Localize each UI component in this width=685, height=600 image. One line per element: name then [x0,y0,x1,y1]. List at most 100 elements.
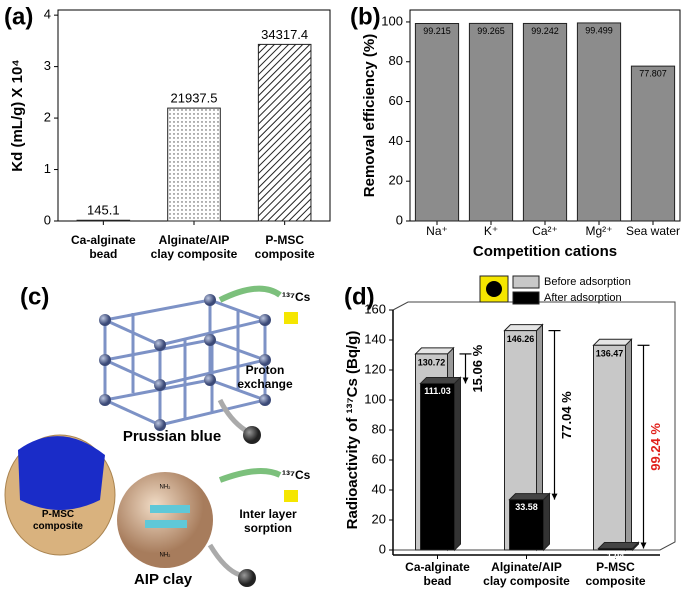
y-tick-label: 160 [364,301,386,316]
panel-label: (a) [4,3,33,30]
bar [76,219,131,222]
legend-label: Before adsorption [544,276,631,288]
bar-side [543,492,550,552]
bar-top [414,347,455,355]
arrow [217,398,247,433]
bar [414,23,460,222]
bar [468,22,514,222]
y-tick-label: 0 [44,212,51,227]
bar [630,65,676,222]
y-tick-label: 0 [396,212,403,227]
value-label: 136.47 [596,349,624,359]
material-label: AIP clay [134,571,193,588]
y-tick-label: 100 [364,391,386,406]
arrow [218,468,282,483]
material-label: Prussian blue [123,428,221,445]
y-axis-label: Removal efficiency (%) [361,34,378,197]
bar [257,43,312,222]
clay-layers [145,505,190,528]
panel-label: (d) [344,283,375,310]
mechanism-label: Inter layer sorption [239,507,297,535]
value-label: 111.03 [424,386,451,396]
arrow-head [462,377,469,384]
x-tick-label: Mg²⁺ [586,224,613,238]
y-tick-label: 120 [364,361,386,376]
x-axis-label: Competition cations [473,243,617,260]
y-tick-label: 20 [372,511,386,526]
reduction-label: 99.24 % [648,423,663,471]
y-tick-label: 80 [389,53,403,68]
value-label: 146.26 [507,334,535,344]
x-tick-label: Na⁺ [426,224,448,238]
x-tick-label: Ca-alginate bead [71,233,136,261]
lattice-nodes [99,294,271,431]
bar [593,344,626,551]
bar-top [503,324,544,332]
value-label: 145.1 [87,203,120,218]
radiation-icon [284,312,298,324]
cs-ion [243,426,261,444]
x-tick-label: P-MSC composite [255,233,315,261]
bar [167,107,221,222]
value-label: 99.242 [531,26,559,36]
legend-swatch [512,275,540,289]
x-tick-label: P-MSC composite [585,560,645,588]
x-tick-label: Sea water [626,224,680,238]
bar-top [419,376,462,384]
radiation-symbol [486,281,502,297]
x-tick-label: Ca-alginate bead [405,560,470,588]
value-label: 34317.4 [261,27,308,42]
value-label: 99.265 [477,26,505,36]
bead-core [18,436,105,510]
bar-top [597,541,640,549]
x-tick-label: K⁺ [484,224,498,238]
y-tick-label: 140 [364,331,386,346]
legend-swatch [512,291,540,305]
value-label: 130.72 [418,357,446,367]
bar-top [592,338,633,346]
reduction-label: 77.04 % [559,391,574,439]
y-tick-label: 80 [372,421,386,436]
x-tick-label: Ca²⁺ [532,224,558,238]
arrow-head [640,542,647,549]
y-tick-label: 60 [389,93,403,108]
value-label: 21937.5 [171,91,218,106]
reduction-label: 15.06 % [470,344,485,392]
bar [598,547,633,551]
arrow [207,543,241,578]
bar [509,499,544,551]
y-tick-label: 20 [389,173,403,188]
value-label: 1.04 [607,551,625,561]
value-label: 33.58 [515,502,538,512]
y-tick-label: 100 [381,13,403,28]
nh2-label: NH₂ [160,485,172,491]
bar [576,22,622,222]
cs-label: ¹³⁷Cs [282,468,311,482]
value-label: 99.215 [423,26,451,36]
panel-label: (b) [350,3,381,30]
illustration: (c) ¹³⁷Cs ¹³⁷Cs Proton exchange Prussian … [4,283,311,588]
bar-top [508,493,551,501]
value-label: 77.807 [639,68,667,78]
y-tick-label: 1 [44,161,51,176]
nh2-label: NH₂ [160,553,172,559]
y-tick-label: 40 [372,481,386,496]
y-tick-label: 2 [44,110,51,125]
arrow [218,285,282,303]
bar-side [454,376,461,552]
legend-label: After adsorption [544,292,622,304]
y-axis-label: Radioactivity of ¹³⁷Cs (Bq/g) [344,331,361,530]
x-tick-label: Alginate/AIP clay composite [483,560,570,588]
x-tick-label: Alginate/AIP clay composite [151,233,238,261]
y-tick-label: 0 [379,541,386,556]
panel-label: (c) [20,283,49,310]
radiation-icon [284,490,298,502]
bar [420,382,455,551]
bar-side [625,338,632,552]
y-tick-label: 60 [372,451,386,466]
y-tick-label: 40 [389,133,403,148]
arrow-head [551,493,558,500]
y-tick-label: 3 [44,58,51,73]
bar [522,22,568,222]
